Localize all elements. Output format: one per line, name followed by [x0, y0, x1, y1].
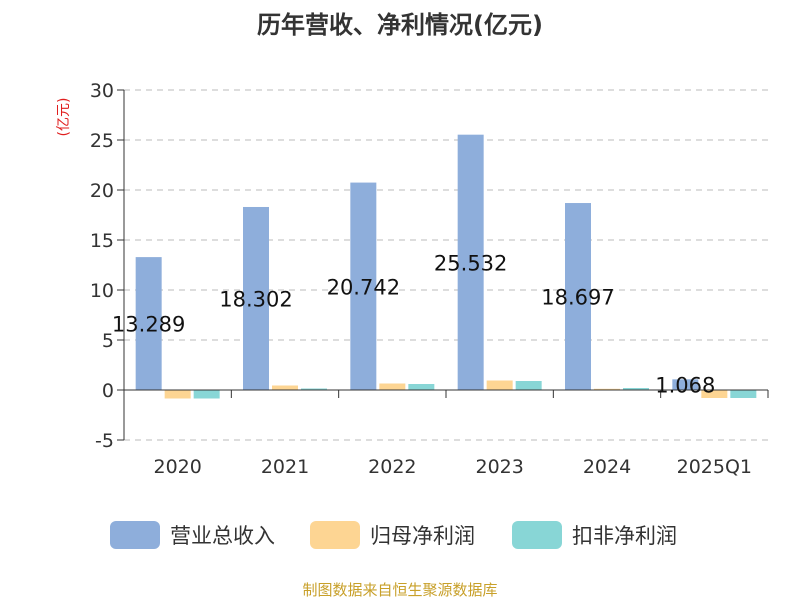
- source-footer: 制图数据来自恒生聚源数据库: [302, 581, 497, 599]
- bar-1: [135, 257, 162, 390]
- bar-3: [730, 390, 757, 398]
- bar-1: [243, 206, 269, 390]
- bar-2: [164, 390, 191, 399]
- y-axis-label: (亿元): [56, 98, 72, 137]
- y-tick-label: -5: [95, 430, 114, 452]
- bars: [135, 134, 757, 399]
- bar-1: [350, 182, 377, 390]
- bar-2: [594, 388, 620, 390]
- legend-swatch: [110, 521, 160, 549]
- data-label: 18.697: [541, 286, 614, 310]
- legend-label: 扣非净利润: [572, 524, 677, 548]
- axes: [123, 90, 769, 440]
- y-tick-label: 0: [102, 380, 114, 402]
- bar-1: [672, 379, 699, 390]
- legend-label: 营业总收入: [170, 524, 275, 548]
- chart-title: 历年营收、净利情况(亿元): [257, 11, 543, 39]
- x-tick-label: 2020: [153, 456, 201, 478]
- y-tick-label: 5: [102, 330, 114, 352]
- bar-3: [193, 390, 220, 399]
- data-label: 18.302: [219, 287, 292, 311]
- x-tick-label: 2022: [368, 456, 416, 478]
- data-label: 1.068: [655, 374, 715, 398]
- x-tick-label: 2025Q1: [677, 456, 752, 478]
- data-label: 13.289: [112, 313, 185, 337]
- bar-3: [515, 381, 542, 390]
- bar-2: [701, 390, 728, 398]
- x-tick-label: 2021: [261, 456, 309, 478]
- bar-3: [408, 384, 435, 390]
- y-tick-label: 30: [90, 80, 114, 102]
- y-tick-label: 25: [90, 130, 114, 152]
- legend-label: 归母净利润: [370, 524, 475, 548]
- x-tick-label: 2023: [475, 456, 523, 478]
- data-label: 25.532: [434, 251, 507, 275]
- bar-3: [623, 388, 649, 390]
- legend: 营业总收入 归母净利润 扣非净利润: [110, 521, 677, 549]
- y-tick-label: 15: [90, 230, 114, 252]
- y-tick-label: 10: [90, 280, 114, 302]
- bar-3: [301, 388, 327, 390]
- y-tick-label: 20: [90, 180, 114, 202]
- y-axis-ticks: 30 25 20 15 10 5 0 -5: [90, 80, 124, 452]
- data-labels: 13.289 18.302 20.742 25.532 18.697 1.068: [112, 251, 715, 397]
- legend-swatch: [512, 521, 562, 549]
- bar-1: [565, 203, 591, 390]
- bar-1: [457, 134, 484, 390]
- x-axis-ticks: 2020 2021 2022 2023 2024 2025Q1: [153, 456, 752, 478]
- bar-2: [486, 380, 513, 390]
- bar-2: [272, 385, 298, 390]
- x-tick-label: 2024: [583, 456, 631, 478]
- data-label: 20.742: [327, 275, 400, 299]
- legend-swatch: [310, 521, 360, 549]
- bar-2: [379, 383, 406, 390]
